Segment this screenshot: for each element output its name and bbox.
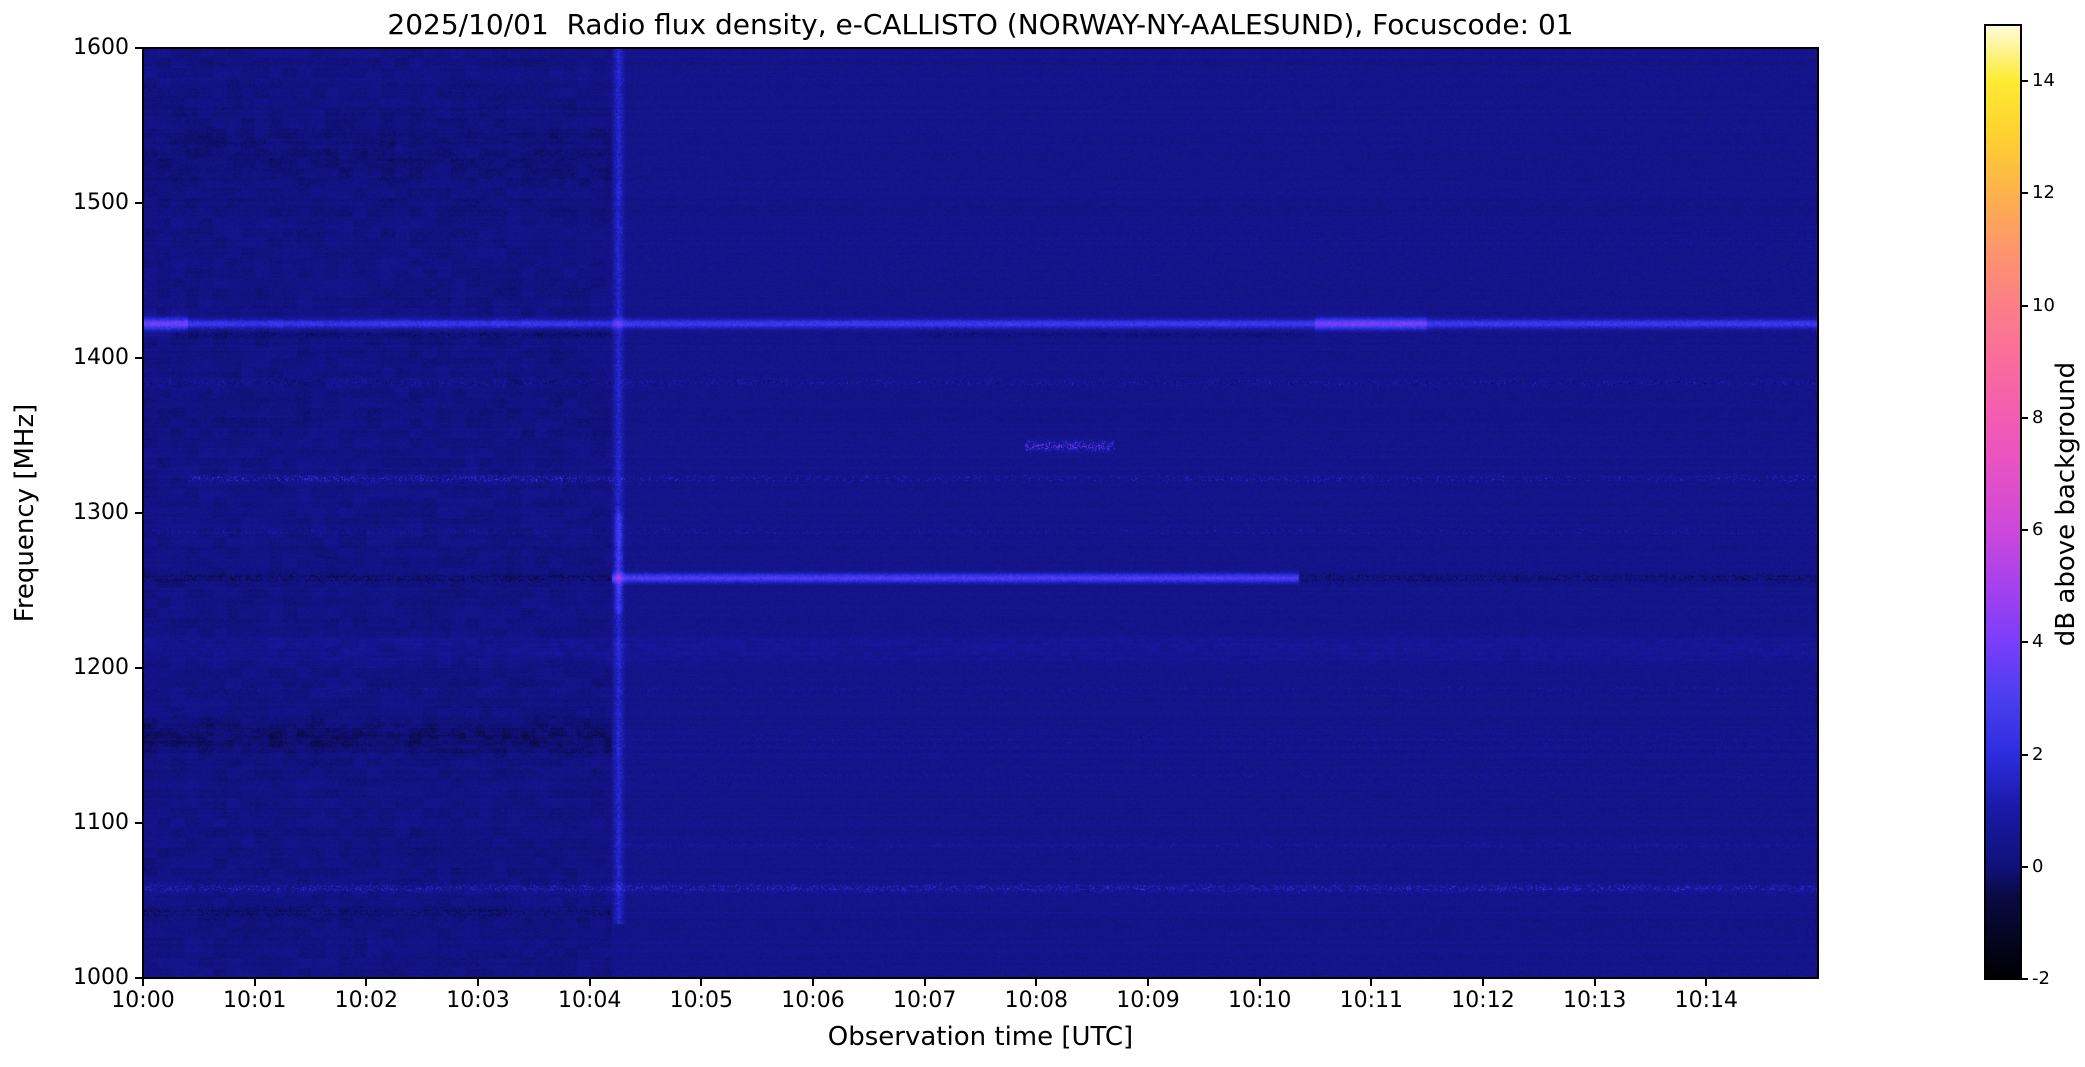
colorbar-tick-label: -2 [2032, 968, 2050, 989]
x-tick-mark [1705, 978, 1708, 986]
colorbar-tick-mark [2021, 978, 2028, 980]
x-tick-label: 10:05 [669, 988, 734, 1013]
x-tick-mark [700, 978, 703, 986]
colorbar-tick-label: 4 [2032, 631, 2044, 653]
x-tick-label: 10:13 [1562, 988, 1627, 1013]
colorbar-tick-mark [2021, 80, 2028, 83]
x-tick-label: 10:11 [1339, 988, 1404, 1013]
y-tick-mark [135, 357, 143, 359]
x-tick-mark [142, 978, 144, 986]
x-tick-label: 10:06 [781, 988, 845, 1013]
colorbar-tick-label: 6 [2032, 519, 2044, 541]
colorbar-tick-mark [2021, 529, 2028, 532]
y-tick-mark [135, 512, 143, 514]
plot-area [142, 47, 1819, 979]
colorbar-tick-label: 10 [2032, 294, 2055, 316]
y-tick-label: 1100 [73, 810, 129, 835]
x-tick-label: 10:10 [1227, 988, 1292, 1013]
y-axis-label: Frequency [MHz] [10, 403, 40, 623]
x-tick-mark [1370, 978, 1373, 986]
colorbar-tick-mark [2021, 192, 2028, 195]
colorbar-tick-label: 0 [2032, 855, 2044, 877]
x-tick-mark [253, 978, 256, 986]
y-tick-label: 1000 [73, 965, 129, 990]
y-tick-mark [135, 977, 143, 979]
x-tick-mark [1482, 978, 1484, 986]
x-tick-label: 10:09 [1116, 988, 1180, 1013]
x-tick-label: 10:02 [334, 988, 399, 1013]
x-tick-label: 10:12 [1451, 988, 1515, 1013]
x-tick-mark [588, 978, 591, 986]
y-tick-label: 1600 [73, 35, 129, 60]
colorbar-tick-label: 8 [2032, 406, 2044, 428]
x-tick-mark [1593, 978, 1596, 986]
y-tick-mark [135, 667, 143, 669]
x-tick-mark [477, 978, 479, 986]
y-tick-mark [135, 822, 143, 824]
y-tick-label: 1400 [73, 345, 129, 370]
x-tick-mark [923, 978, 926, 986]
x-tick-label: 10:01 [222, 988, 287, 1013]
y-tick-mark [135, 47, 143, 49]
colorbar-tick-mark [2021, 865, 2028, 868]
y-tick-label: 1300 [73, 500, 129, 525]
x-tick-label: 10:04 [557, 988, 622, 1013]
colorbar [1984, 24, 2022, 980]
x-tick-label: 10:03 [446, 988, 510, 1013]
x-tick-label: 10:07 [892, 988, 957, 1013]
x-tick-mark [1035, 978, 1038, 986]
colorbar-tick-mark [2021, 753, 2028, 756]
colorbar-tick-label: 12 [2032, 182, 2055, 204]
colorbar-label: dB above background [2051, 361, 2081, 647]
y-tick-label: 1200 [73, 655, 129, 680]
x-axis-label: Observation time [UTC] [827, 1022, 1134, 1052]
y-tick-mark [135, 202, 143, 204]
colorbar-tick-label: 14 [2032, 70, 2055, 92]
colorbar-tick-mark [2021, 304, 2028, 307]
x-tick-label: 10:00 [111, 988, 175, 1013]
x-tick-label: 10:14 [1674, 988, 1739, 1013]
x-tick-mark [365, 978, 368, 986]
x-tick-mark [1258, 978, 1261, 986]
y-tick-label: 1500 [73, 190, 129, 215]
colorbar-tick-mark [2021, 416, 2028, 419]
colorbar-tick-mark [2021, 641, 2028, 644]
spectrogram-heatmap-canvas [143, 48, 1818, 978]
colorbar-tick-label: 2 [2032, 743, 2044, 765]
chart-title: 2025/10/01 Radio flux density, e-CALLIST… [387, 8, 1574, 41]
x-tick-mark [812, 978, 814, 986]
colorbar-gradient-canvas [1985, 25, 2021, 979]
x-tick-mark [1147, 978, 1149, 986]
x-tick-label: 10:08 [1004, 988, 1069, 1013]
